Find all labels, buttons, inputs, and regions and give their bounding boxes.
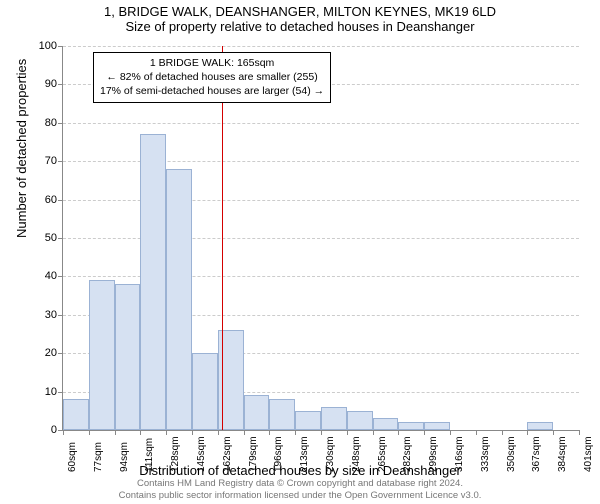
plot-area: 010203040506070809010060sqm77sqm94sqm111… <box>62 46 579 431</box>
annotation-line3: 17% of semi-detached houses are larger (… <box>100 85 324 97</box>
ytick-label: 30 <box>45 309 57 321</box>
ytick-mark <box>58 84 63 85</box>
histogram-bar <box>115 284 141 430</box>
xtick-mark <box>115 430 116 435</box>
ytick-label: 40 <box>45 270 57 282</box>
ytick-label: 20 <box>45 347 57 359</box>
xtick-mark <box>476 430 477 435</box>
xtick-mark <box>553 430 554 435</box>
ytick-label: 70 <box>45 155 57 167</box>
x-axis-label: Distribution of detached houses by size … <box>0 463 600 478</box>
histogram-bar <box>424 422 450 430</box>
chart-area: 010203040506070809010060sqm77sqm94sqm111… <box>62 46 578 430</box>
ytick-mark <box>58 315 63 316</box>
annotation-line1: 1 BRIDGE WALK: 165sqm <box>150 57 275 69</box>
ytick-label: 80 <box>45 117 57 129</box>
xtick-mark <box>89 430 90 435</box>
xtick-mark <box>579 430 580 435</box>
histogram-bar <box>166 169 192 430</box>
histogram-bar <box>140 134 166 430</box>
histogram-bar <box>63 399 89 430</box>
annotation-line2: ← 82% of detached houses are smaller (25… <box>106 71 317 83</box>
ytick-label: 90 <box>45 78 57 90</box>
chart-title: 1, BRIDGE WALK, DEANSHANGER, MILTON KEYN… <box>0 4 600 19</box>
xtick-mark <box>424 430 425 435</box>
xtick-mark <box>166 430 167 435</box>
xtick-mark <box>295 430 296 435</box>
footer-line1: Contains HM Land Registry data © Crown c… <box>137 478 463 489</box>
annotation-box: 1 BRIDGE WALK: 165sqm ← 82% of detached h… <box>93 52 331 103</box>
footer-line2: Contains public sector information licen… <box>119 490 482 501</box>
reference-line <box>222 46 223 430</box>
ytick-mark <box>58 353 63 354</box>
chart-subtitle: Size of property relative to detached ho… <box>0 19 600 34</box>
xtick-mark <box>347 430 348 435</box>
xtick-mark <box>321 430 322 435</box>
xtick-mark <box>527 430 528 435</box>
ytick-label: 100 <box>39 40 57 52</box>
ytick-label: 10 <box>45 386 57 398</box>
histogram-bar <box>321 407 347 430</box>
gridline <box>63 123 579 124</box>
histogram-bar <box>192 353 218 430</box>
histogram-bar <box>373 418 399 430</box>
histogram-bar <box>89 280 115 430</box>
ytick-mark <box>58 392 63 393</box>
ytick-mark <box>58 276 63 277</box>
xtick-mark <box>373 430 374 435</box>
footer-attribution: Contains HM Land Registry data © Crown c… <box>0 478 600 502</box>
gridline <box>63 46 579 47</box>
xtick-mark <box>502 430 503 435</box>
xtick-mark <box>269 430 270 435</box>
histogram-bar <box>244 395 270 430</box>
histogram-bar <box>295 411 321 430</box>
ytick-label: 50 <box>45 232 57 244</box>
ytick-mark <box>58 46 63 47</box>
y-axis-label: Number of detached properties <box>14 59 29 238</box>
ytick-mark <box>58 161 63 162</box>
ytick-mark <box>58 238 63 239</box>
xtick-mark <box>218 430 219 435</box>
ytick-label: 60 <box>45 194 57 206</box>
ytick-mark <box>58 200 63 201</box>
xtick-mark <box>450 430 451 435</box>
ytick-mark <box>58 123 63 124</box>
histogram-bar <box>347 411 373 430</box>
xtick-mark <box>192 430 193 435</box>
histogram-bar <box>269 399 295 430</box>
histogram-bar <box>398 422 424 430</box>
histogram-bar <box>527 422 553 430</box>
ytick-label: 0 <box>51 424 57 436</box>
xtick-mark <box>244 430 245 435</box>
xtick-mark <box>63 430 64 435</box>
xtick-mark <box>398 430 399 435</box>
xtick-mark <box>140 430 141 435</box>
